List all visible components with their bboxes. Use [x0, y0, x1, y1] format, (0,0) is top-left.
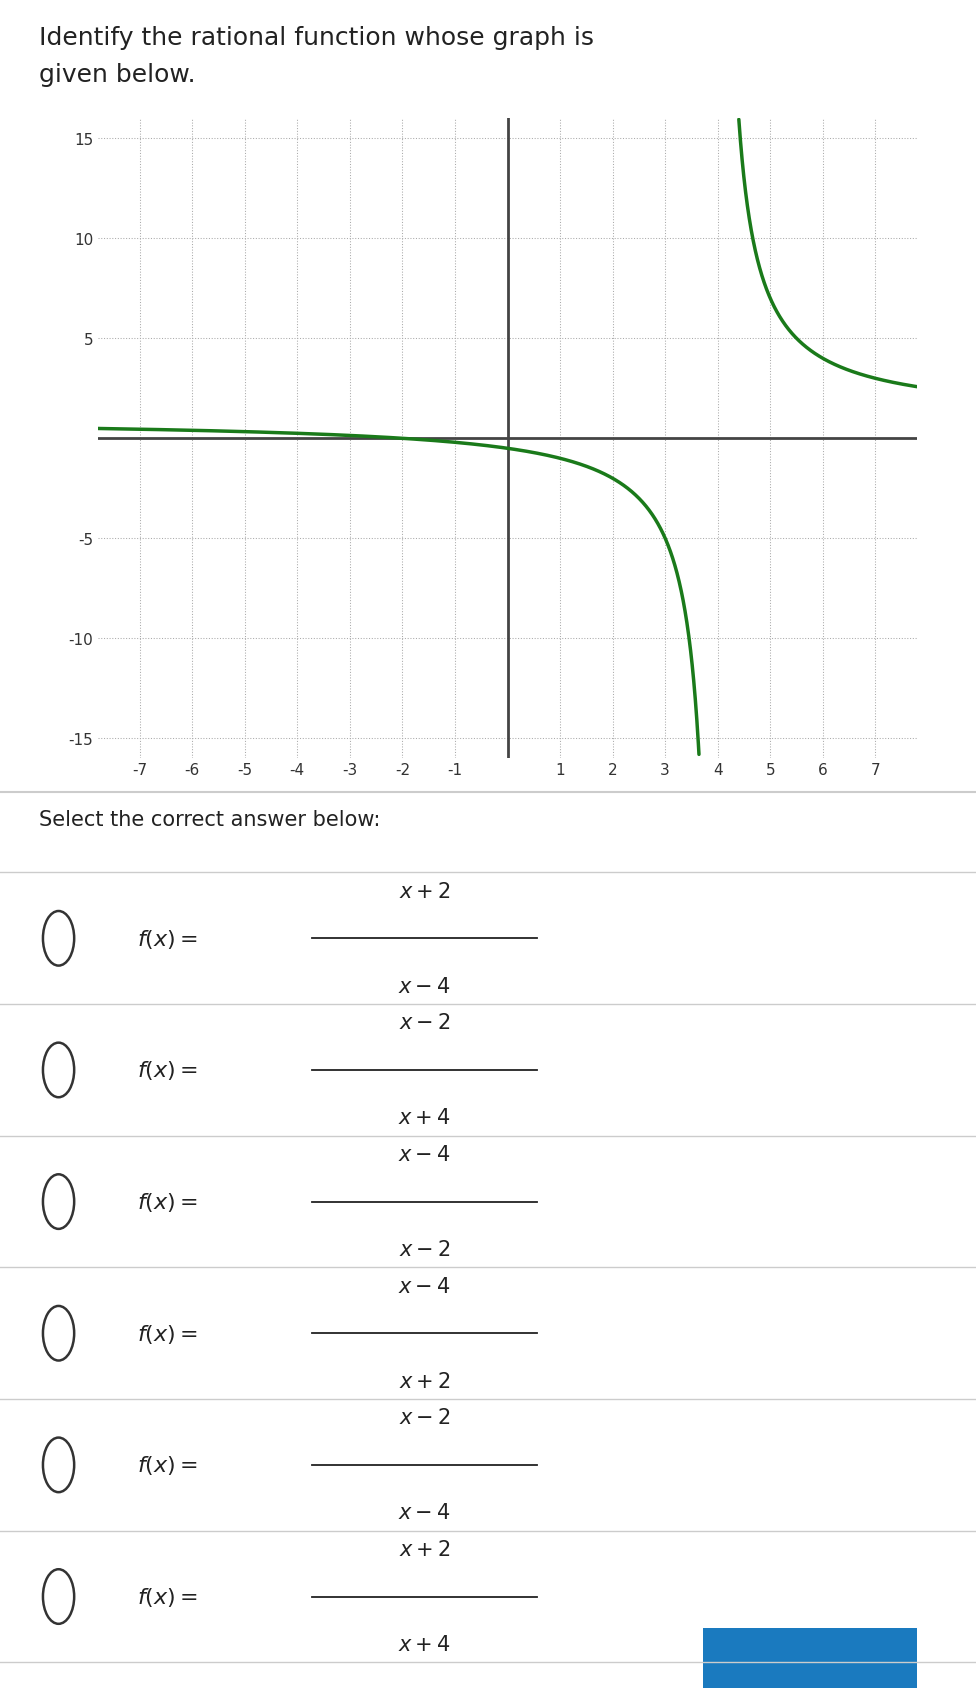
Text: $f(x) =$: $f(x) =$ — [137, 928, 197, 950]
Text: $f(x) =$: $f(x) =$ — [137, 1059, 197, 1081]
Text: $x − 4$: $x − 4$ — [398, 1502, 451, 1523]
Text: $x + 4$: $x + 4$ — [398, 1633, 451, 1654]
Text: $x − 2$: $x − 2$ — [399, 1408, 450, 1427]
Text: given below.: given below. — [39, 63, 195, 87]
Text: $x + 2$: $x + 2$ — [399, 1371, 450, 1391]
Text: $x − 2$: $x − 2$ — [399, 1013, 450, 1033]
Text: $f(x) =$: $f(x) =$ — [137, 1586, 197, 1608]
Text: Identify the rational function whose graph is: Identify the rational function whose gra… — [39, 26, 594, 49]
Text: $f(x) =$: $f(x) =$ — [137, 1454, 197, 1477]
Text: $x − 4$: $x − 4$ — [398, 977, 451, 996]
Text: $x − 2$: $x − 2$ — [399, 1240, 450, 1260]
Text: $x − 4$: $x − 4$ — [398, 1144, 451, 1165]
Text: $x + 4$: $x + 4$ — [398, 1108, 451, 1127]
Text: $x − 4$: $x − 4$ — [398, 1275, 451, 1296]
Text: $f(x) =$: $f(x) =$ — [137, 1321, 197, 1345]
Text: $f(x) =$: $f(x) =$ — [137, 1190, 197, 1214]
Text: $x + 2$: $x + 2$ — [399, 881, 450, 902]
Text: $x + 2$: $x + 2$ — [399, 1540, 450, 1558]
Text: Select the correct answer below:: Select the correct answer below: — [39, 810, 381, 830]
